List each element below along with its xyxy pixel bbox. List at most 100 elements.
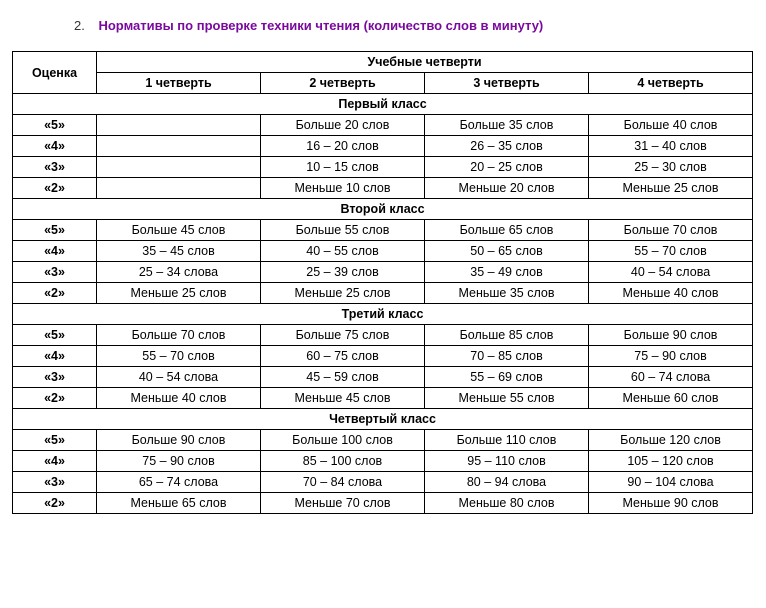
grade-cell: «3» (13, 472, 97, 493)
value-cell: 60 – 75 слов (261, 346, 425, 367)
value-cell: Больше 55 слов (261, 220, 425, 241)
value-cell: 85 – 100 слов (261, 451, 425, 472)
value-cell: Меньше 65 слов (97, 493, 261, 514)
value-cell: 10 – 15 слов (261, 157, 425, 178)
grade-cell: «4» (13, 241, 97, 262)
grade-cell: «5» (13, 430, 97, 451)
value-cell: Меньше 90 слов (589, 493, 753, 514)
value-cell: Меньше 25 слов (97, 283, 261, 304)
table-row: «2»Меньше 65 словМеньше 70 словМеньше 80… (13, 493, 753, 514)
grade-cell: «3» (13, 367, 97, 388)
table-row: «5»Больше 20 словБольше 35 словБольше 40… (13, 115, 753, 136)
value-cell: Больше 65 слов (425, 220, 589, 241)
value-cell: Меньше 60 слов (589, 388, 753, 409)
value-cell: 40 – 55 слов (261, 241, 425, 262)
value-cell: Больше 75 слов (261, 325, 425, 346)
table-row: «2» Меньше 10 словМеньше 20 словМеньше 25… (13, 178, 753, 199)
table-row: «4»55 – 70 слов60 – 75 слов70 – 85 слов7… (13, 346, 753, 367)
value-cell: Меньше 35 слов (425, 283, 589, 304)
value-cell (97, 136, 261, 157)
grade-cell: «3» (13, 262, 97, 283)
table-row: «2»Меньше 40 словМеньше 45 словМеньше 55… (13, 388, 753, 409)
value-cell: Больше 45 слов (97, 220, 261, 241)
value-cell: Больше 90 слов (97, 430, 261, 451)
header-group: Учебные четверти (97, 52, 753, 73)
grade-cell: «4» (13, 346, 97, 367)
value-cell (97, 115, 261, 136)
value-cell: 75 – 90 слов (589, 346, 753, 367)
value-cell: Больше 120 слов (589, 430, 753, 451)
title-text: Нормативы по проверке техники чтения (ко… (98, 18, 543, 33)
grade-cell: «5» (13, 220, 97, 241)
value-cell: 35 – 45 слов (97, 241, 261, 262)
table-row: «3»65 – 74 слова70 – 84 слова80 – 94 сло… (13, 472, 753, 493)
value-cell: Меньше 25 слов (589, 178, 753, 199)
value-cell: Меньше 45 слов (261, 388, 425, 409)
value-cell: 35 – 49 слов (425, 262, 589, 283)
value-cell: 45 – 59 слов (261, 367, 425, 388)
value-cell: Больше 70 слов (589, 220, 753, 241)
grade-cell: «2» (13, 283, 97, 304)
value-cell: Меньше 40 слов (589, 283, 753, 304)
header-q1: 1 четверть (97, 73, 261, 94)
section-header: Первый класс (13, 94, 753, 115)
value-cell: Меньше 10 слов (261, 178, 425, 199)
value-cell: 25 – 30 слов (589, 157, 753, 178)
value-cell: 55 – 70 слов (97, 346, 261, 367)
value-cell: Больше 20 слов (261, 115, 425, 136)
table-row: «5»Больше 70 словБольше 75 словБольше 85… (13, 325, 753, 346)
value-cell: 90 – 104 слова (589, 472, 753, 493)
value-cell: Больше 110 слов (425, 430, 589, 451)
value-cell: Меньше 80 слов (425, 493, 589, 514)
value-cell: 50 – 65 слов (425, 241, 589, 262)
table-row: «4»35 – 45 слов40 – 55 слов50 – 65 слов5… (13, 241, 753, 262)
table-row: «5»Больше 45 словБольше 55 словБольше 65… (13, 220, 753, 241)
value-cell: 55 – 70 слов (589, 241, 753, 262)
table-row: «4»75 – 90 слов85 – 100 слов95 – 110 сло… (13, 451, 753, 472)
value-cell: 25 – 39 слов (261, 262, 425, 283)
value-cell: 60 – 74 слова (589, 367, 753, 388)
value-cell: 16 – 20 слов (261, 136, 425, 157)
standards-table: Оценка Учебные четверти 1 четверть 2 чет… (12, 51, 753, 514)
value-cell: 95 – 110 слов (425, 451, 589, 472)
value-cell: 40 – 54 слова (589, 262, 753, 283)
value-cell: 80 – 94 слова (425, 472, 589, 493)
value-cell: 70 – 85 слов (425, 346, 589, 367)
grade-cell: «4» (13, 136, 97, 157)
value-cell: 25 – 34 слова (97, 262, 261, 283)
header-q4: 4 четверть (589, 73, 753, 94)
value-cell: Больше 100 слов (261, 430, 425, 451)
section-header: Второй класс (13, 199, 753, 220)
value-cell: Больше 70 слов (97, 325, 261, 346)
value-cell: 75 – 90 слов (97, 451, 261, 472)
grade-cell: «5» (13, 325, 97, 346)
grade-cell: «3» (13, 157, 97, 178)
value-cell: Меньше 70 слов (261, 493, 425, 514)
value-cell: Меньше 40 слов (97, 388, 261, 409)
value-cell: Меньше 20 слов (425, 178, 589, 199)
header-q2: 2 четверть (261, 73, 425, 94)
table-row: «3» 10 – 15 слов20 – 25 слов25 – 30 слов (13, 157, 753, 178)
section-header: Третий класс (13, 304, 753, 325)
section-header: Четвертый класс (13, 409, 753, 430)
grade-cell: «2» (13, 388, 97, 409)
table-row: «2»Меньше 25 словМеньше 25 словМеньше 35… (13, 283, 753, 304)
value-cell: 65 – 74 слова (97, 472, 261, 493)
value-cell: Меньше 55 слов (425, 388, 589, 409)
value-cell: 20 – 25 слов (425, 157, 589, 178)
table-row: «3»40 – 54 слова45 – 59 слов55 – 69 слов… (13, 367, 753, 388)
value-cell: 55 – 69 слов (425, 367, 589, 388)
value-cell: Больше 40 слов (589, 115, 753, 136)
grade-cell: «4» (13, 451, 97, 472)
title-number: 2. (74, 18, 85, 33)
header-grade: Оценка (13, 52, 97, 94)
value-cell: 105 – 120 слов (589, 451, 753, 472)
grade-cell: «2» (13, 493, 97, 514)
value-cell: 40 – 54 слова (97, 367, 261, 388)
grade-cell: «5» (13, 115, 97, 136)
grade-cell: «2» (13, 178, 97, 199)
page-title: 2. Нормативы по проверке техники чтения … (74, 18, 754, 33)
value-cell: Меньше 25 слов (261, 283, 425, 304)
value-cell (97, 178, 261, 199)
value-cell (97, 157, 261, 178)
